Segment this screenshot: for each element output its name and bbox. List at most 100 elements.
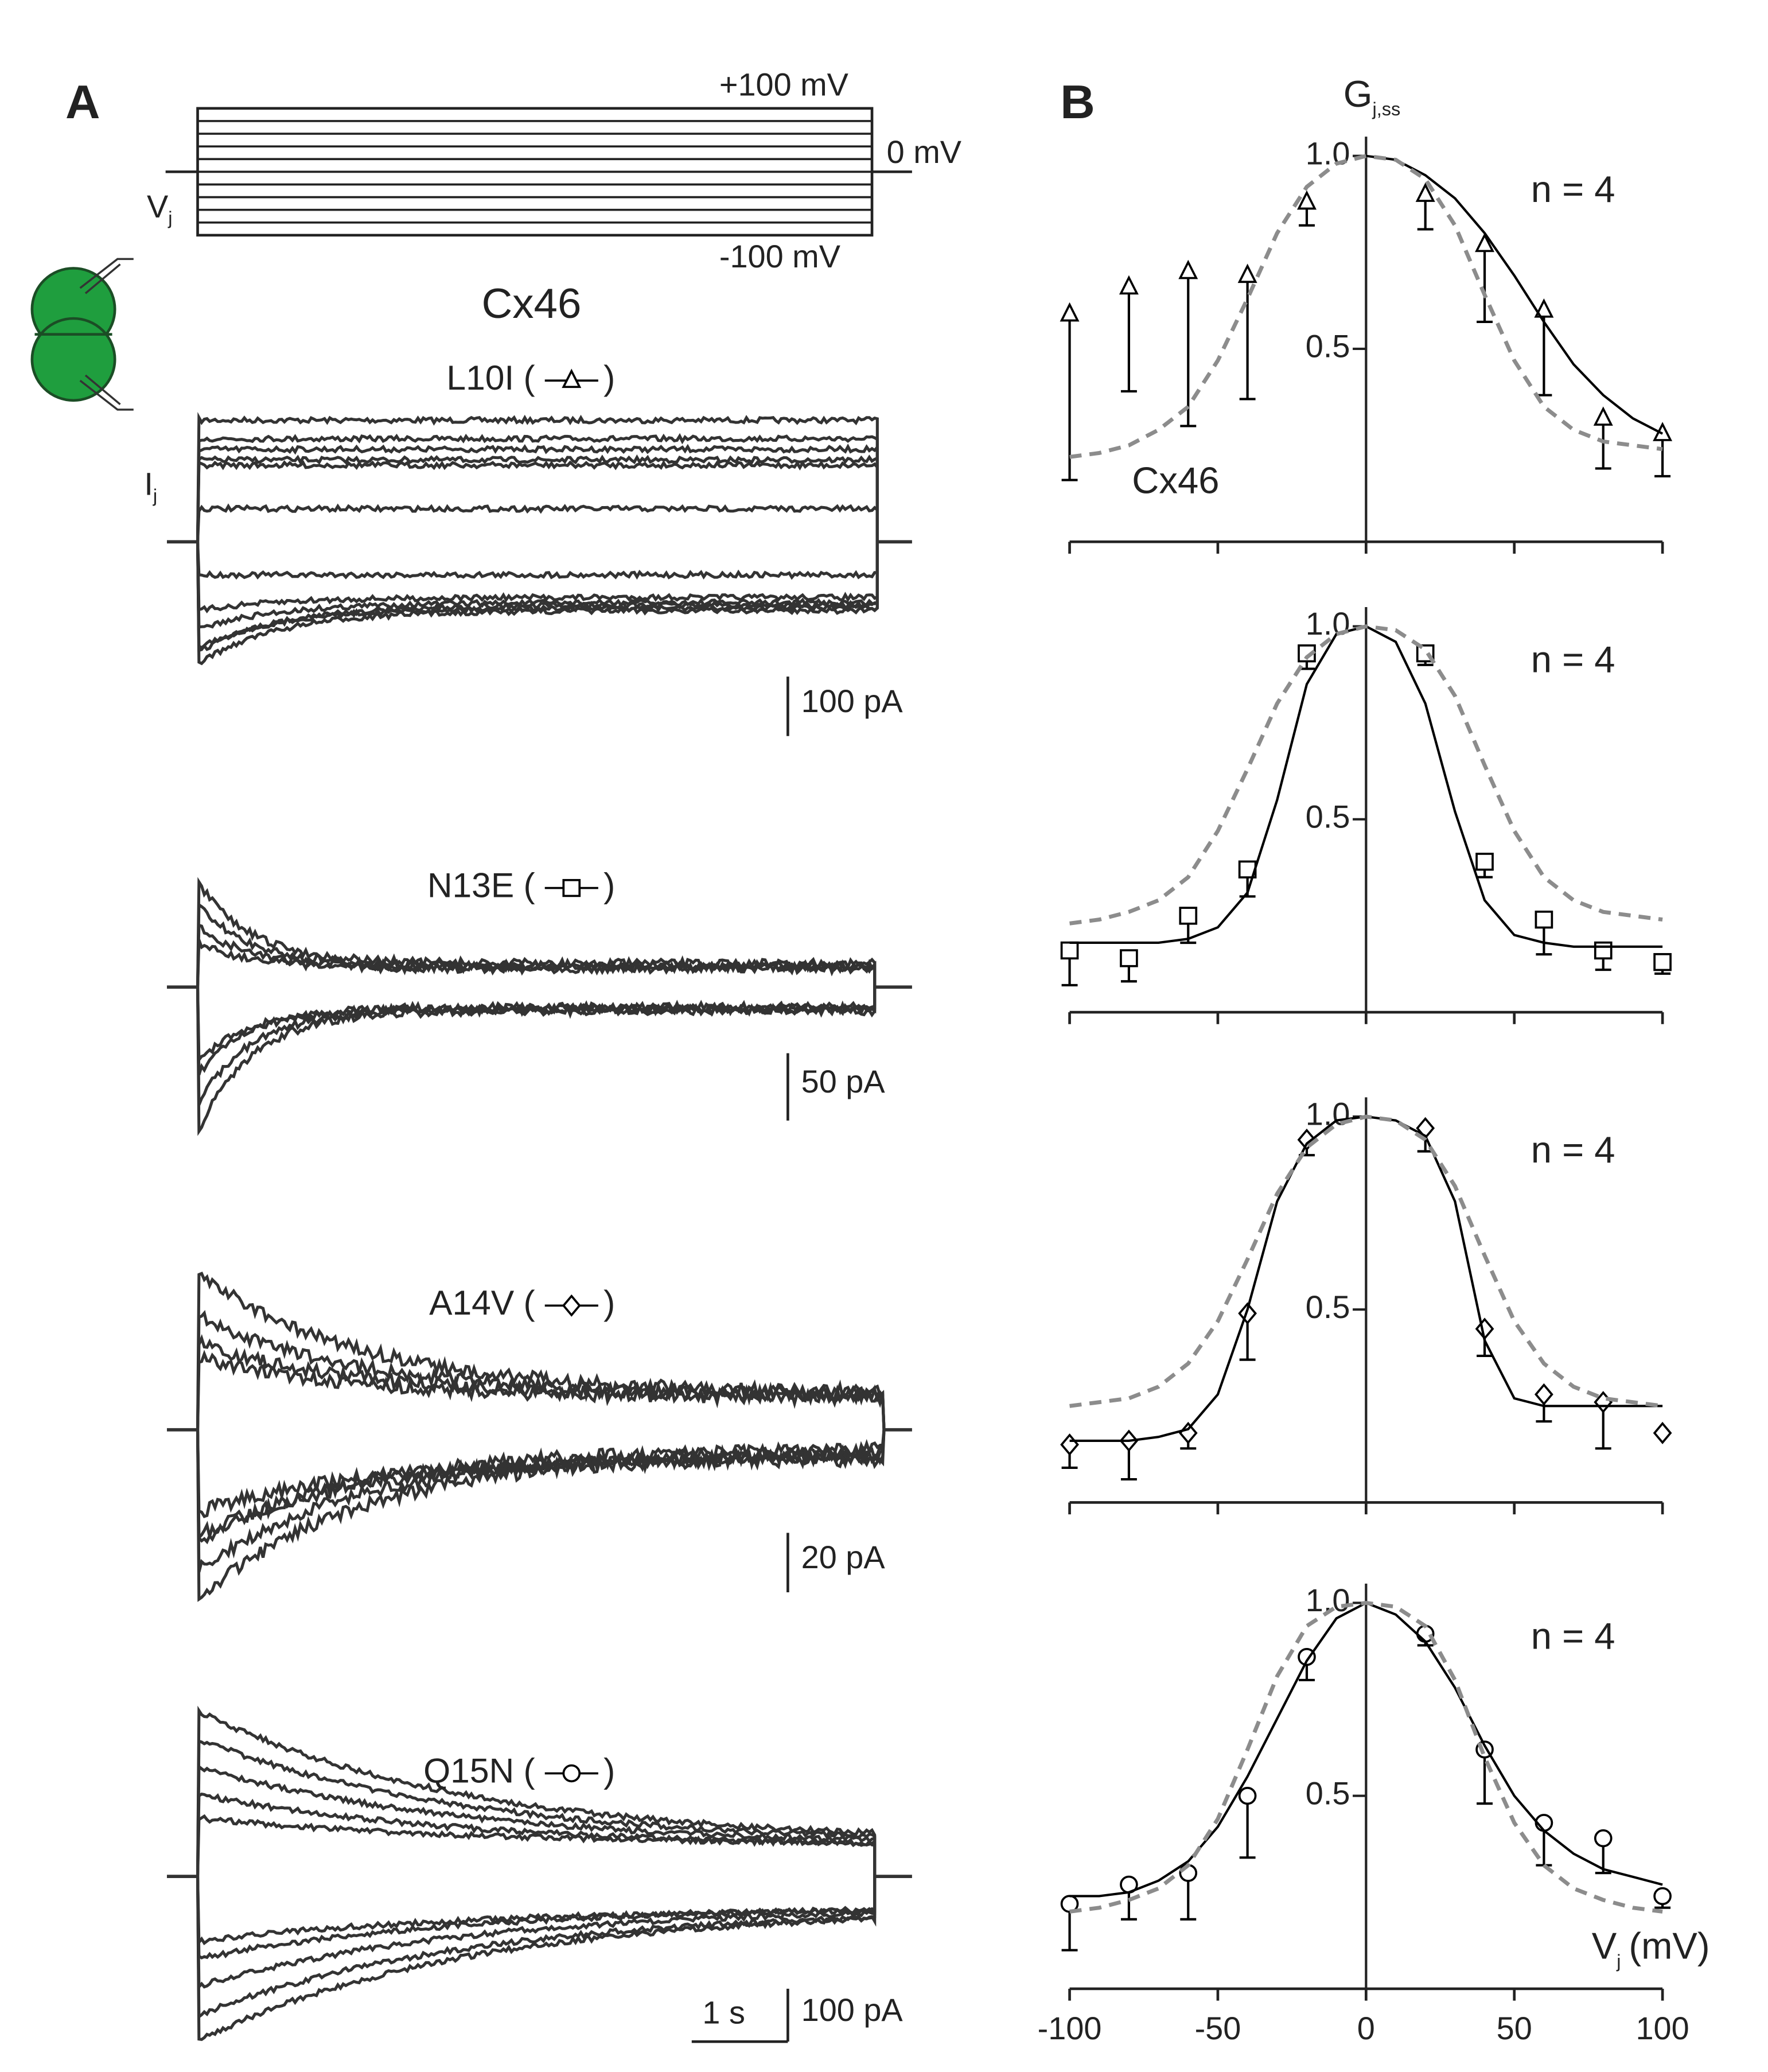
label-sub: j,ss: [1372, 99, 1400, 119]
label-sub: j: [153, 485, 157, 506]
current-trace: [196, 987, 877, 1106]
panel-label: B: [1060, 76, 1095, 129]
data-point: [1475, 853, 1494, 871]
data-point: [1238, 1302, 1257, 1325]
data-point: [1415, 182, 1435, 202]
trace-label: ): [603, 1284, 615, 1322]
current-trace: [196, 1350, 886, 1430]
data-point: [1593, 406, 1613, 426]
y-tick-label: 0.5: [1306, 329, 1350, 364]
data-point: [1475, 232, 1495, 252]
current-trace: [196, 1705, 877, 1877]
current-trace: [196, 542, 879, 650]
label-main: V: [1592, 1925, 1617, 1967]
trace-label: (: [523, 1284, 535, 1322]
current-trace: [196, 1876, 877, 1947]
current-trace: [196, 939, 877, 988]
data-point: [1296, 190, 1317, 210]
current-trace: [196, 1876, 877, 1991]
data-point: [1594, 1829, 1613, 1848]
data-point: [1238, 1787, 1257, 1805]
current-trace: [196, 411, 879, 542]
x-tick-label: 50: [1497, 2011, 1532, 2046]
data-point: [1178, 1421, 1198, 1444]
scale-bar-label: 1 s: [702, 1995, 745, 2031]
y-tick-label: 0.5: [1306, 1289, 1350, 1325]
label-main: G: [1343, 73, 1373, 115]
legend-marker: [562, 1294, 581, 1317]
trace-label: Q15N: [423, 1752, 514, 1790]
trace-label: A14V: [429, 1284, 514, 1322]
scale-bar-label: 50 pA: [801, 1064, 885, 1099]
scale-bar-label: 100 pA: [801, 1992, 903, 2028]
annotation: n = 4: [1531, 639, 1615, 681]
data-point: [1237, 263, 1257, 283]
scale-bar-label: 20 pA: [801, 1540, 885, 1575]
protocol-label: -100 mV: [719, 239, 840, 274]
voltage-protocol: [165, 107, 912, 237]
current-trace: [196, 542, 879, 652]
x-tick-label: -50: [1195, 2011, 1241, 2046]
current-trace: [196, 1763, 877, 1877]
label-sub: j: [1616, 1951, 1621, 1972]
current-trace: [196, 987, 877, 1064]
protocol-label: +100 mV: [719, 67, 848, 103]
trace-label: (: [523, 359, 535, 397]
current-trace: [196, 542, 879, 613]
data-point: [1178, 259, 1198, 279]
current-trace: [196, 1429, 886, 1518]
annotation: n = 4: [1531, 1615, 1615, 1657]
label-main: I: [144, 466, 153, 502]
cell: [30, 317, 116, 402]
current-trace: [196, 1876, 877, 2042]
reference-curve: [1069, 1600, 1663, 1914]
current-trace: [196, 503, 879, 542]
trace-label: ): [603, 359, 615, 397]
current-trace: [196, 433, 879, 542]
data-point: [1534, 298, 1554, 318]
current-trace: [196, 1272, 886, 1430]
protocol-label: 0 mV: [887, 134, 961, 170]
trace-label: ): [603, 1752, 615, 1790]
current-trace: [196, 443, 879, 542]
x-tick-label: 0: [1357, 2011, 1375, 2046]
y-tick-label: 1.0: [1306, 136, 1350, 172]
fit-curve: [1366, 154, 1664, 435]
data-point: [1535, 1383, 1553, 1406]
pipette: [79, 374, 134, 411]
data-point: [1653, 953, 1672, 971]
data-point: [1119, 275, 1139, 295]
data-point: [1179, 907, 1198, 925]
annotation: n = 4: [1531, 1129, 1615, 1171]
reference-curve: [1069, 154, 1663, 459]
current-trace: [196, 542, 879, 629]
y-tick-label: 0.5: [1306, 1776, 1350, 1811]
current-trace: [196, 987, 877, 1075]
reference-curve: [1069, 624, 1663, 926]
current-trace: [196, 542, 879, 666]
label-rest: (mV): [1629, 1925, 1709, 1967]
data-point: [1060, 941, 1079, 960]
x-tick-label: -100: [1038, 2011, 1102, 2046]
panel-label: A: [65, 76, 100, 129]
construct-title: Cx46: [482, 279, 582, 327]
y-tick-label: 1.0: [1306, 606, 1350, 642]
x-axis-label: Vj (mV): [1592, 1925, 1710, 1971]
current-trace: [196, 460, 879, 542]
trace-label: ): [603, 866, 615, 905]
current-trace: [196, 1814, 877, 1877]
label-main: V: [147, 189, 168, 224]
trace-label: N13E: [427, 866, 514, 905]
trace-label: (: [523, 1752, 535, 1790]
legend-marker: [562, 368, 582, 388]
x-tick-label: 100: [1636, 2011, 1689, 2046]
current-trace: [196, 454, 879, 542]
series-label: Cx46: [1132, 460, 1219, 502]
annotation: n = 4: [1531, 168, 1615, 210]
y-axis-label: Gj,ss: [1343, 73, 1401, 119]
data-point: [1653, 422, 1673, 441]
trace-label: (: [523, 866, 535, 905]
reference-curve: [1069, 1114, 1663, 1408]
data-point: [1653, 1887, 1672, 1906]
